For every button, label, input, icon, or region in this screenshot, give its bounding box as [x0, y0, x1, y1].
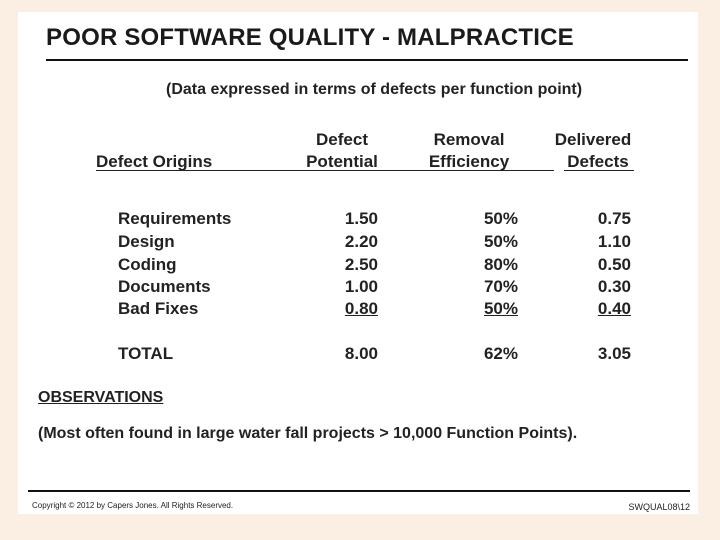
- header-efficiency-line2: Efficiency: [428, 152, 510, 171]
- header-underline-main: [96, 170, 554, 171]
- efficiency-cell: 50%: [483, 209, 518, 228]
- header-delivered-line1: Delivered: [554, 130, 632, 149]
- slide-title: POOR SOFTWARE QUALITY - MALPRACTICE: [46, 24, 574, 51]
- efficiency-cell: 80%: [483, 255, 518, 274]
- potential-cell: 2.50: [344, 255, 378, 274]
- total-potential: 8.00: [344, 344, 378, 363]
- header-potential-line1: Defect: [316, 130, 368, 149]
- efficiency-cell: 50%: [483, 232, 518, 251]
- header-potential-line2: Potential: [306, 152, 378, 171]
- table-row: Documents 1.00 70% 0.30: [18, 277, 698, 300]
- potential-cell: 1.00: [344, 277, 378, 296]
- delivered-cell: 0.40: [597, 299, 631, 318]
- slide: POOR SOFTWARE QUALITY - MALPRACTICE (Dat…: [18, 12, 698, 514]
- potential-cell: 0.80: [344, 299, 378, 318]
- efficiency-cell: 70%: [483, 277, 518, 296]
- potential-cell: 2.20: [344, 232, 378, 251]
- title-divider: [46, 59, 688, 61]
- footer-divider: [28, 490, 690, 492]
- table-row: Requirements 1.50 50% 0.75: [18, 209, 698, 232]
- copyright-notice: Copyright © 2012 by Capers Jones. All Ri…: [32, 501, 234, 510]
- total-label: TOTAL: [118, 344, 174, 363]
- efficiency-cell: 50%: [483, 299, 518, 318]
- table-row: Coding 2.50 80% 0.50: [18, 255, 698, 278]
- origin-cell: Coding: [118, 255, 177, 274]
- delivered-cell: 0.50: [597, 255, 631, 274]
- slide-code: SWQUAL08\12: [628, 502, 690, 512]
- origin-cell: Bad Fixes: [118, 299, 199, 318]
- header-defect-origins: Defect Origins: [96, 152, 213, 171]
- potential-cell: 1.50: [344, 209, 378, 228]
- delivered-cell: 1.10: [597, 232, 631, 251]
- header-underline-delivered: [564, 170, 634, 171]
- subtitle: (Data expressed in terms of defects per …: [166, 81, 583, 98]
- delivered-cell: 0.75: [597, 209, 631, 228]
- header-delivered-line2: Defects: [567, 152, 629, 171]
- observations-heading: OBSERVATIONS: [38, 389, 164, 406]
- table-row: Design 2.20 50% 1.10: [18, 232, 698, 255]
- origin-cell: Requirements: [118, 209, 232, 228]
- total-delivered: 3.05: [597, 344, 631, 363]
- origin-cell: Design: [118, 232, 175, 251]
- table-row: Bad Fixes 0.80 50% 0.40: [18, 299, 698, 322]
- origin-cell: Documents: [118, 277, 211, 296]
- total-efficiency: 62%: [483, 344, 518, 363]
- header-efficiency-line1: Removal: [433, 130, 505, 149]
- total-row: TOTAL 8.00 62% 3.05: [18, 344, 698, 367]
- observations-text: (Most often found in large water fall pr…: [38, 425, 578, 442]
- delivered-cell: 0.30: [597, 277, 631, 296]
